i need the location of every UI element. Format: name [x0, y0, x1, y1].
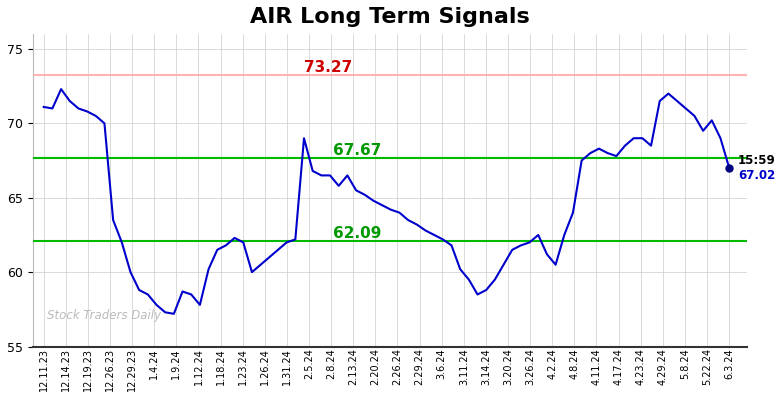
Text: 15:59: 15:59 [738, 154, 775, 167]
Title: AIR Long Term Signals: AIR Long Term Signals [250, 7, 530, 27]
Text: 73.27: 73.27 [304, 60, 352, 75]
Text: Stock Traders Daily: Stock Traders Daily [47, 308, 161, 322]
Text: 67.67: 67.67 [332, 143, 381, 158]
Text: 67.02: 67.02 [738, 169, 775, 181]
Point [723, 164, 735, 171]
Text: 62.09: 62.09 [332, 226, 381, 241]
